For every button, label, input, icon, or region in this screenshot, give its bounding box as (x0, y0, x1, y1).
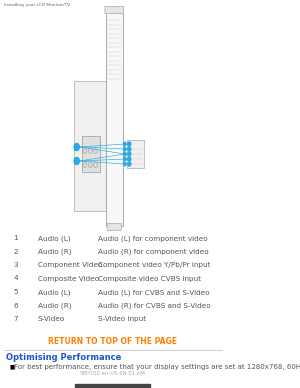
Text: 7: 7 (14, 316, 18, 322)
Bar (127, 140, 144, 168)
Circle shape (83, 149, 87, 154)
Circle shape (124, 147, 126, 151)
Text: Component video Y/Pb/Pr input: Component video Y/Pb/Pr input (98, 262, 210, 268)
Bar (82, 136, 100, 172)
Bar (74, 81, 107, 211)
Text: S-Video: S-Video (38, 316, 65, 322)
Circle shape (74, 144, 79, 151)
Circle shape (128, 152, 131, 156)
Text: Audio (L): Audio (L) (38, 289, 70, 296)
Text: ■: ■ (9, 364, 14, 369)
Text: 1: 1 (14, 235, 18, 241)
Text: Audio (L): Audio (L) (38, 235, 70, 241)
Text: Installing your LCD Monitor/TV: Installing your LCD Monitor/TV (4, 3, 70, 7)
Text: 5BHT02-en-US-EN-01.AM: 5BHT02-en-US-EN-01.AM (80, 371, 146, 376)
Text: Component Video: Component Video (38, 262, 102, 268)
Circle shape (124, 162, 126, 166)
Circle shape (128, 162, 131, 166)
Text: 4: 4 (14, 275, 18, 282)
Circle shape (88, 149, 92, 154)
Text: Audio (L) for component video: Audio (L) for component video (98, 235, 207, 241)
Text: 6: 6 (14, 303, 18, 308)
Text: Audio (R): Audio (R) (38, 303, 71, 309)
Circle shape (94, 149, 98, 154)
Text: Optimising Performance: Optimising Performance (6, 353, 122, 362)
Text: For best performance, ensure that your display settings are set at 1280x768, 60H: For best performance, ensure that your d… (14, 364, 300, 371)
Circle shape (128, 142, 131, 146)
Circle shape (124, 157, 126, 161)
Text: Composite Video: Composite Video (38, 275, 99, 282)
Text: Composite video CVBS input: Composite video CVBS input (98, 275, 201, 282)
Text: S-Video input: S-Video input (98, 316, 146, 322)
Circle shape (83, 163, 87, 168)
FancyBboxPatch shape (105, 7, 124, 14)
Circle shape (124, 142, 126, 146)
Text: Audio (R) for component video: Audio (R) for component video (98, 248, 208, 255)
Bar (106, 10, 122, 226)
Text: RETURN TO TOP OF THE PAGE: RETURN TO TOP OF THE PAGE (48, 338, 177, 346)
Circle shape (128, 157, 131, 161)
Text: 5: 5 (14, 289, 18, 295)
Circle shape (128, 147, 131, 151)
Circle shape (74, 158, 79, 165)
Text: 2: 2 (14, 248, 18, 255)
FancyBboxPatch shape (107, 223, 122, 230)
Text: Audio (R) for CVBS and S-Video: Audio (R) for CVBS and S-Video (98, 303, 210, 309)
Bar (75, 384, 150, 388)
Text: Audio (R): Audio (R) (38, 248, 71, 255)
Circle shape (94, 163, 98, 168)
Text: 3: 3 (14, 262, 18, 268)
Circle shape (124, 152, 126, 156)
Text: Audio (L) for CVBS and S-Video: Audio (L) for CVBS and S-Video (98, 289, 209, 296)
Circle shape (88, 163, 92, 168)
